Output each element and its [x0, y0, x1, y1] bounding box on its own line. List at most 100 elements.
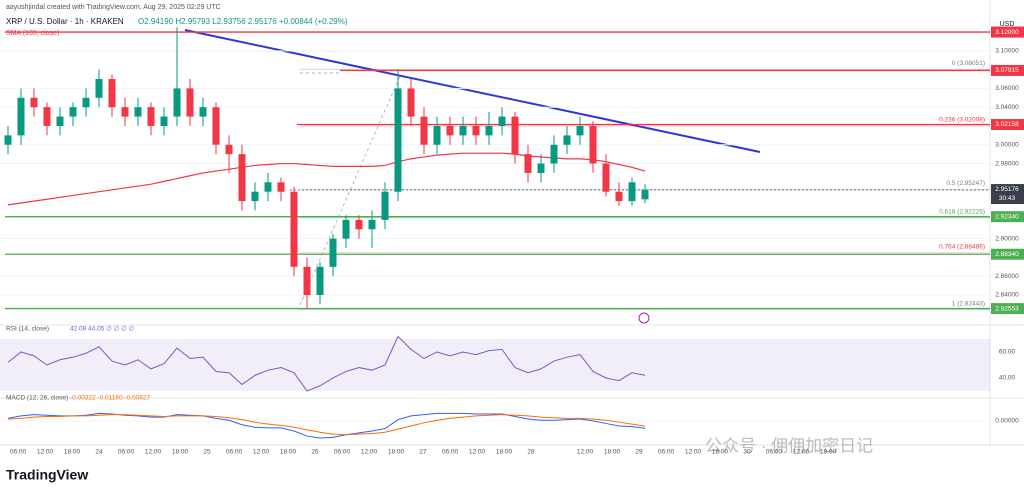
x-tick-label: 30 [743, 449, 751, 456]
fib-label: 0.5 (2.95247) [946, 180, 985, 187]
candle-body [17, 97, 25, 136]
candle-body [589, 125, 597, 164]
x-tick-label: 12:00 [469, 449, 486, 456]
candle-body [160, 116, 168, 126]
x-tick-label: 06:00 [118, 449, 135, 456]
current-price-box [991, 184, 1024, 205]
x-tick-label: 12:00 [145, 449, 162, 456]
candle-body [186, 88, 194, 117]
candle-body [342, 219, 350, 239]
level-label: 3.02158 [995, 121, 1019, 128]
x-tick-label: 18:00 [496, 449, 513, 456]
fib-label: 0.764 (2.88486) [939, 244, 985, 251]
x-tick-label: 18:00 [280, 449, 297, 456]
x-tick-label: 18:00 [172, 449, 189, 456]
x-tick-label: 18:00 [820, 449, 837, 456]
candle-body [628, 182, 636, 202]
candle-body [147, 107, 155, 126]
y-tick-label: 2.90000 [995, 235, 1019, 242]
x-tick-label: 06:00 [442, 449, 459, 456]
candle-body [459, 125, 467, 136]
candle-body [368, 219, 376, 230]
candle-body [95, 79, 103, 98]
fib-label: 0.236 (3.02008) [939, 117, 985, 124]
candle-body [277, 182, 285, 192]
x-tick-label: 06:00 [658, 449, 675, 456]
candle-body [173, 88, 181, 117]
y-tick-label: 40.00 [999, 375, 1016, 382]
candle-body [316, 266, 324, 295]
candle-body [264, 182, 272, 192]
candle-body [537, 163, 545, 173]
candle-body [524, 154, 532, 173]
candle-body [108, 79, 116, 108]
countdown: 30:43 [999, 195, 1016, 202]
candle-body [199, 107, 207, 117]
y-tick-label: 60.00 [999, 349, 1016, 356]
pane-title: MACD (12, 26, close) [6, 395, 68, 402]
level-label: 2.92340 [995, 213, 1019, 220]
candle-body [82, 97, 90, 108]
candle-body [472, 125, 480, 136]
y-tick-label: 2.84000 [995, 292, 1019, 299]
pane-title: RSI (14, close) [6, 326, 49, 333]
x-tick-label: 18:00 [64, 449, 81, 456]
x-tick-label: 06:00 [334, 449, 351, 456]
rsi-band [0, 338, 990, 391]
y-tick-label: 0.00000 [995, 418, 1019, 425]
candle-body [303, 266, 311, 295]
symbol-line: XRP / U.S. Dollar · 1h · KRAKEN [6, 17, 124, 26]
level-box [991, 248, 1024, 260]
x-tick-label: 06:00 [766, 449, 783, 456]
candle-body [212, 107, 220, 145]
x-tick-label: 12:00 [37, 449, 54, 456]
author-line: aayushjindal created with TradingView.co… [6, 4, 221, 11]
level-box [991, 303, 1024, 315]
sma-line [7, 152, 646, 206]
candle-body [121, 107, 129, 117]
y-tick-label: 3.00000 [995, 141, 1019, 148]
y-tick-label: 3.04000 [995, 104, 1019, 111]
ohlc: O2.94190 H2.95793 L2.93756 2.95176 +0.00… [138, 17, 348, 26]
indicator-line [7, 414, 646, 436]
event-icon[interactable] [638, 312, 650, 324]
x-tick-label: 12:00 [577, 449, 594, 456]
x-tick-label: 28 [527, 449, 535, 456]
candle-body [355, 219, 363, 230]
candle-body [251, 191, 259, 202]
level-box [991, 26, 1024, 38]
level-box [991, 64, 1024, 76]
candle-body [290, 191, 298, 267]
x-tick-label: 25 [203, 449, 211, 456]
branding: TradingView [6, 467, 88, 483]
candle-body [420, 116, 428, 145]
x-tick-label: 12:00 [793, 449, 810, 456]
candle-body [394, 88, 402, 192]
candle-body [550, 144, 558, 164]
x-tick-label: 12:00 [253, 449, 270, 456]
y-tick-label: 2.98000 [995, 160, 1019, 167]
y-tick-label: 3.06000 [995, 85, 1019, 92]
candle-body [446, 125, 454, 136]
level-label: 3.12000 [995, 29, 1019, 36]
x-tick-label: 18:00 [712, 449, 729, 456]
candle-body [615, 191, 623, 202]
fib-label: 1 (2.82443) [952, 300, 985, 307]
candle-body [329, 238, 337, 267]
axis-unit: USD [1000, 21, 1015, 28]
candle-body [4, 135, 12, 145]
x-tick-label: 26 [311, 449, 319, 456]
candle-body [511, 116, 519, 155]
indicator-line [7, 335, 646, 392]
candle-body [602, 163, 610, 192]
x-tick-label: 18:00 [604, 449, 621, 456]
x-tick-label: 06:00 [226, 449, 243, 456]
fib-label: 0.618 (2.92225) [939, 208, 985, 215]
x-tick-label: 18:00 [388, 449, 405, 456]
candle-body [56, 116, 64, 126]
x-tick-label: 24 [95, 449, 103, 456]
level-label: 3.07915 [995, 67, 1019, 74]
level-box [991, 211, 1024, 223]
